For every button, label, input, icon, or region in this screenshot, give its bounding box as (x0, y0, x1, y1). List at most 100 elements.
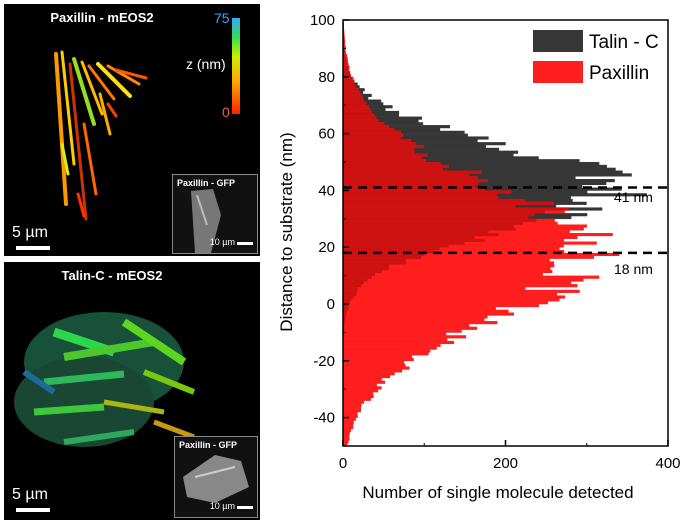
paxillin-bar (343, 284, 578, 288)
overlap-bar (343, 233, 499, 237)
paxillin-bar (343, 369, 403, 373)
paxillin-signal (54, 50, 148, 221)
paxillin-bar (343, 54, 347, 58)
talin-panel-title: Talin-C - mEOS2 (61, 268, 163, 283)
overlap-bar (343, 96, 363, 100)
y-tick-label: -40 (313, 410, 335, 427)
paxillin-bar (343, 306, 496, 310)
paxillin-bar (343, 343, 441, 347)
paxillin-bar (343, 346, 437, 350)
overlap-bar (343, 221, 523, 225)
overlap-bar (343, 110, 373, 115)
overlap-bar (343, 269, 383, 274)
talin-signal (14, 312, 196, 447)
y-tick-label: 80 (318, 69, 335, 86)
talin-bar (343, 147, 500, 151)
scalebar-label: 5 µm (12, 486, 48, 503)
paxillin-bar (343, 272, 543, 276)
overlap-bar (343, 108, 371, 112)
overlap-bar (343, 235, 475, 239)
overlap-bar (343, 176, 478, 180)
overlap-bar (343, 227, 516, 231)
overlap-bar (343, 215, 528, 220)
overlap-bar (343, 144, 425, 149)
paxillin-histogram-series (343, 20, 620, 447)
paxillin-bar (343, 360, 405, 364)
overlap-bar (343, 286, 358, 291)
paxillin-bar (343, 335, 467, 339)
paxillin-image (54, 18, 240, 221)
paxillin-bar (343, 281, 572, 285)
talin-mEOS2-panel: Talin-C - mEOS2 5 µm Paxillin - GFP 10 µ… (4, 262, 260, 520)
overlap-bar (343, 230, 489, 234)
paxillin-bar (343, 42, 345, 46)
overlap-bar (343, 125, 389, 129)
talin-bar (343, 136, 489, 140)
legend-swatch-paxillin (533, 61, 583, 83)
x-tick-label: 0 (339, 455, 347, 472)
overlap-bar (343, 99, 365, 103)
paxillin-bar (343, 397, 371, 401)
overlap-bar (343, 238, 485, 242)
paxillin-mEOS2-panel: Paxillin - mEOS2 75 z (nm) 0 5 µm Paxill… (4, 4, 260, 256)
paxillin-bar (343, 417, 356, 421)
talin-bar (343, 162, 600, 166)
paxillin-bar (343, 289, 580, 293)
x-tick-label: 400 (655, 455, 680, 472)
overlap-bar (343, 54, 345, 58)
paxillin-bar (343, 37, 345, 41)
paxillin-bar (343, 409, 361, 413)
legend-swatch-talin (533, 30, 583, 52)
paxillin-bar (343, 437, 350, 441)
paxillin-bar (343, 386, 382, 390)
y-axis-title: Distance to substrate (nm) (277, 132, 296, 331)
paxillin-bar (343, 258, 550, 262)
talin-bar (343, 119, 419, 123)
paxillin-bar (343, 247, 560, 251)
overlap-bar (343, 218, 537, 222)
overlap-bar (343, 130, 401, 134)
paxillin-bar (343, 338, 448, 342)
overlap-bar (343, 213, 535, 217)
paxillin-bar (343, 45, 346, 49)
x-axis-title: Number of single molecule detected (362, 483, 633, 502)
overlap-bar (343, 122, 385, 126)
paxillin-bar (343, 372, 395, 376)
legend: Talin - C Paxillin (533, 30, 659, 84)
overlap-bar (343, 312, 347, 316)
overlap-bar (343, 304, 349, 308)
overlap-bar (343, 71, 350, 75)
talin-bar (343, 173, 632, 177)
overlap-bar (343, 170, 482, 174)
overlap-bar (343, 91, 360, 95)
overlap-bar (343, 318, 346, 322)
annotation-18nm: 18 nm (614, 261, 653, 277)
overlap-bar (343, 136, 401, 140)
paxillin-bar (343, 275, 600, 279)
overlap-bar (343, 79, 354, 83)
paxillin-bar (343, 264, 555, 268)
overlap-bar (343, 198, 525, 203)
overlap-bar (343, 250, 434, 254)
paxillin-bar (343, 363, 406, 367)
paxillin-bar (343, 34, 345, 38)
inset-scalebar-label: 10 µm (209, 501, 235, 511)
talin-bar (343, 150, 519, 154)
inset-scalebar-label: 10 µm (209, 237, 235, 247)
overlap-bar (343, 224, 514, 228)
talin-bar (343, 142, 506, 146)
paxillin-bar (343, 261, 555, 265)
paxillin-bar (343, 286, 526, 291)
paxillin-bar (343, 443, 348, 447)
paxillin-bar (343, 255, 594, 259)
overlap-bar (343, 244, 449, 248)
overlap-bar (343, 102, 367, 106)
legend-label-talin: Talin - C (589, 32, 659, 53)
overlap-bar (343, 181, 478, 186)
colorbar-max-label: 75 (214, 10, 230, 26)
overlap-bar (343, 284, 362, 288)
paxillin-bar (343, 406, 362, 410)
paxillin-bar (343, 321, 498, 325)
paxillin-bar (343, 431, 350, 435)
